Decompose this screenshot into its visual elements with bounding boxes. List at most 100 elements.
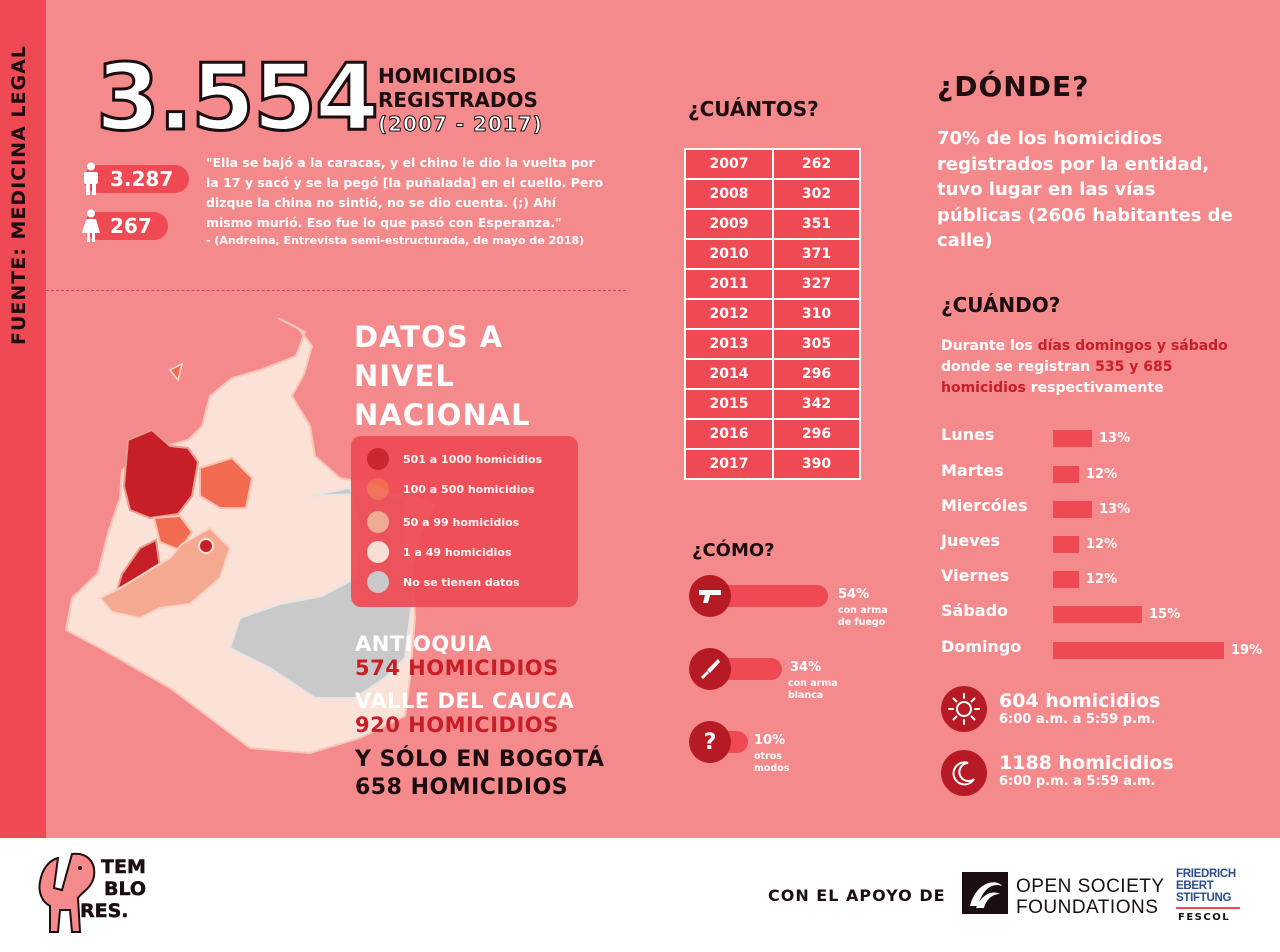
legend-label: 100 a 500 homicidios: [403, 482, 535, 496]
weekday-bar: [1053, 642, 1224, 659]
table-row: 2009 351: [684, 208, 861, 240]
weekday-pct: 12%: [1086, 467, 1118, 482]
antioquia-name: ANTIOQUIA: [355, 632, 493, 656]
method-pct-other: 10%: [754, 733, 786, 748]
year-cell: 2017: [684, 448, 774, 480]
legend-swatch: [367, 541, 389, 563]
yearly-table: 2007 262 2008 302 2009 351 2010 371 2011 327 2012 3…: [684, 148, 861, 480]
weekday-pct: 12%: [1086, 537, 1118, 552]
cuando-text-part: respectivamente: [1025, 380, 1164, 396]
count-cell: 351: [772, 208, 861, 240]
count-cell: 296: [772, 358, 861, 390]
weekday-bar: [1053, 536, 1079, 553]
weekday-pct: 19%: [1231, 643, 1263, 658]
method-label-line: modos: [754, 763, 790, 774]
weekday-pct: 12%: [1086, 572, 1118, 587]
night-range: 6:00 p.m. a 5:59 a.m.: [999, 774, 1156, 789]
legend-label: No se tienen datos: [403, 575, 520, 589]
weekday-label: Sábado: [941, 601, 1009, 620]
headline-line1: HOMICIDIOS: [378, 64, 517, 88]
weekday-label: Domingo: [941, 637, 1022, 656]
year-cell: 2012: [684, 298, 774, 330]
gun-icon: [689, 575, 731, 617]
men-count-value: 3.287: [84, 165, 190, 193]
method-label-line: otros: [754, 751, 782, 762]
women-count: 267: [80, 209, 168, 243]
open-society-line1: OPEN SOCIETY: [1016, 876, 1165, 897]
temblores-logo-line: BLO: [104, 878, 147, 901]
table-row: 2011 327: [684, 268, 861, 300]
weekday-label: Jueves: [941, 531, 1000, 550]
como-title: ¿CÓMO?: [692, 540, 775, 561]
cuando-text-part: Durante los: [941, 338, 1038, 354]
weekday-bar: [1053, 466, 1079, 483]
map-mid-regions: [98, 526, 232, 620]
moon-icon: [941, 750, 987, 796]
divider: [46, 290, 626, 291]
count-cell: 305: [772, 328, 861, 360]
side-strip: FUENTE: MEDICINA LEGAL: [0, 0, 46, 838]
count-cell: 371: [772, 238, 861, 270]
men-count: 3.287: [80, 162, 190, 196]
antioquia-value: 574 HOMICIDIOS: [355, 656, 559, 680]
cuantos-title: ¿CUÁNTOS?: [688, 97, 819, 121]
year-cell: 2015: [684, 388, 774, 420]
donde-title: ¿DÓNDE?: [937, 70, 1090, 103]
method-label-firearm: con arma de fuego: [838, 605, 888, 629]
weekday-bar: [1053, 430, 1092, 447]
temblores-logo-line: TEM: [101, 856, 146, 879]
night-count: 1188 homicidios: [999, 752, 1174, 774]
women-count-value: 267: [84, 212, 168, 240]
legend-swatch: [367, 511, 389, 533]
cuando-highlight: días domingos y sábado: [1037, 338, 1228, 354]
method-pct-knife: 34%: [790, 660, 822, 675]
map-bogota-marker: [198, 538, 214, 554]
count-cell: 342: [772, 388, 861, 420]
legend-swatch: [367, 448, 389, 470]
table-row: 2017 390: [684, 448, 861, 480]
donde-text: 70% de los homicidios registrados por la…: [937, 128, 1233, 251]
woman-icon: [82, 209, 100, 242]
weekday-bar: [1053, 606, 1142, 623]
support-label: CON EL APOYO DE: [768, 886, 946, 905]
testimony-source: - (Andreina, Entrevista semi-estructurad…: [206, 234, 585, 247]
testimony-quote: "Ella se bajó a la caracas, y el chino l…: [206, 155, 604, 230]
day-range: 6:00 a.m. a 5:59 p.m.: [999, 712, 1156, 727]
table-row: 2014 296: [684, 358, 861, 390]
fes-logo-rule: [1176, 907, 1240, 909]
headline-line2: REGISTRADOS: [378, 88, 538, 112]
valle-value: 920 HOMICIDIOS: [355, 713, 559, 737]
source-label: FUENTE: MEDICINA LEGAL: [8, 45, 30, 345]
weekday-pct: 15%: [1149, 607, 1181, 622]
legend-item: 1 a 49 homicidios: [367, 541, 512, 563]
legend-swatch: [367, 478, 389, 500]
fes-logo-line: FRIEDRICH: [1176, 868, 1236, 880]
map-antioquia: [122, 428, 200, 520]
map-santander: [199, 456, 254, 509]
table-row: 2013 305: [684, 328, 861, 360]
headline-years: (2007 - 2017): [378, 112, 543, 136]
year-cell: 2014: [684, 358, 774, 390]
legend-label: 50 a 99 homicidios: [403, 515, 520, 529]
weekday-label: Martes: [941, 461, 1004, 480]
year-cell: 2016: [684, 418, 774, 450]
count-cell: 296: [772, 418, 861, 450]
cuando-text-part: donde se registran: [941, 359, 1096, 375]
man-icon: [84, 162, 98, 195]
method-label-line: con arma: [838, 605, 888, 616]
method-label-line: blanca: [788, 690, 824, 701]
method-label-knife: con arma blanca: [788, 678, 838, 702]
national-title-line2: NIVEL: [354, 359, 455, 393]
legend-item: 50 a 99 homicidios: [367, 511, 519, 533]
map-legend: 501 a 1000 homicidios 100 a 500 homicidi…: [351, 436, 578, 607]
infographic-poster: FUENTE: MEDICINA LEGAL 3.554 HOMICIDIOS …: [0, 0, 1280, 838]
weekday-pct: 13%: [1099, 431, 1131, 446]
year-cell: 2007: [684, 148, 774, 180]
bogota-name: Y SÓLO EN BOGOTÁ: [355, 747, 605, 772]
weekday-label: Miercóles: [941, 496, 1028, 515]
count-cell: 262: [772, 148, 861, 180]
table-row: 2007 262: [684, 148, 861, 180]
national-title-line3: NACIONAL: [354, 398, 531, 432]
legend-label: 501 a 1000 homicidios: [403, 452, 543, 466]
elephant-logo: [38, 852, 96, 933]
